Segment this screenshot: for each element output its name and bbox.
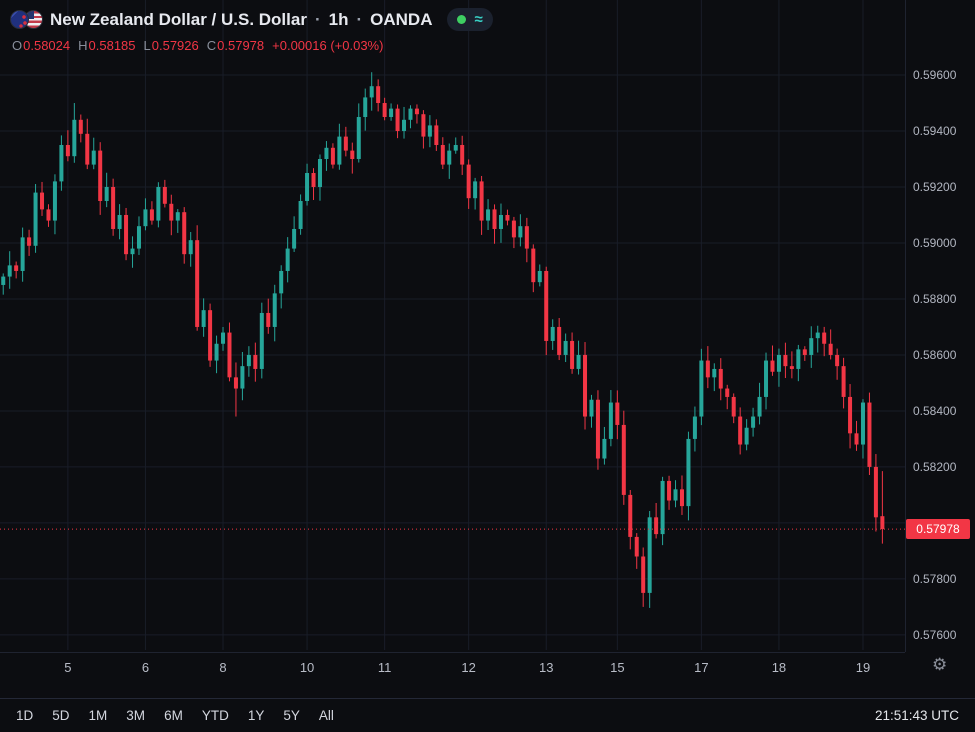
- ohlc-close-label: C: [206, 38, 217, 53]
- market-open-indicator-icon: [457, 15, 467, 24]
- chart-legend: New Zealand Dollar / U.S. Dollar · 1h · …: [10, 8, 493, 53]
- time-axis-label: 6: [141, 660, 150, 675]
- range-button-6m[interactable]: 6M: [164, 708, 183, 723]
- current-price-badge: 0.57978: [906, 519, 970, 540]
- price-axis-label: 0.57800: [913, 571, 957, 586]
- time-axis-label: 19: [855, 660, 871, 675]
- range-button-5d[interactable]: 5D: [52, 708, 70, 723]
- title-separator: ·: [356, 9, 363, 29]
- price-axis-label: 0.59400: [913, 124, 957, 138]
- ohlc-open-label: O: [12, 38, 23, 53]
- ohlc-close-value: 0.57978: [217, 38, 265, 53]
- ohlc-low-value: 0.57926: [151, 38, 199, 53]
- interval-label[interactable]: 1h: [328, 9, 349, 29]
- price-axis[interactable]: 0.59600 0.59400 0.59200 0.59000 0.58800 0.586…: [905, 0, 975, 652]
- range-button-1m[interactable]: 1M: [88, 708, 108, 723]
- price-axis-label: 0.59600: [913, 68, 957, 83]
- ohlc-change-value: +0.00016 (+0.03%): [272, 38, 384, 53]
- settings-gear-icon[interactable]: ⚙: [932, 655, 948, 674]
- ohlc-row: O 0.58024 H 0.58185 L 0.57926 C 0.57978 …: [12, 38, 493, 53]
- price-axis-label: 0.59000: [913, 235, 957, 250]
- time-axis-label: 17: [694, 660, 709, 675]
- symbol-name[interactable]: New Zealand Dollar / U.S. Dollar: [50, 9, 307, 29]
- time-axis-label: 11: [377, 660, 392, 675]
- price-axis-label: 0.58600: [913, 347, 957, 362]
- price-axis-label: 0.57600: [913, 627, 957, 642]
- ohlc-high-label: H: [78, 38, 88, 53]
- symbol-flags: [10, 10, 43, 29]
- range-button-1y[interactable]: 1Y: [247, 708, 265, 723]
- ohlc-open-value: 0.58024: [23, 38, 71, 53]
- chart-area[interactable]: New Zealand Dollar / U.S. Dollar · 1h · …: [0, 0, 905, 652]
- ohlc-high-value: 0.58185: [88, 38, 136, 53]
- date-range-switcher: 1D 5D 1M 3M 6M YTD 1Y 5Y All: [16, 708, 334, 723]
- time-axis-label: 8: [219, 660, 227, 675]
- candlestick-chart[interactable]: [0, 0, 905, 652]
- range-button-5y[interactable]: 5Y: [283, 708, 300, 723]
- bottom-toolbar: 1D 5D 1M 3M 6M YTD 1Y 5Y All 21:51:43 UTC: [0, 698, 975, 732]
- range-button-all[interactable]: All: [318, 708, 334, 723]
- price-axis-label: 0.58400: [913, 403, 957, 418]
- range-button-1d[interactable]: 1D: [16, 708, 34, 723]
- time-axis[interactable]: 5 6 8 10 11 12 13 15 17 18 19: [0, 652, 905, 698]
- range-button-ytd[interactable]: YTD: [201, 708, 229, 723]
- symbol-title-row[interactable]: New Zealand Dollar / U.S. Dollar · 1h · …: [10, 8, 493, 31]
- time-axis-label: 12: [461, 660, 476, 675]
- ohlc-low-label: L: [143, 38, 151, 53]
- time-axis-label: 5: [64, 660, 72, 675]
- time-axis-label: 18: [771, 660, 787, 675]
- price-axis-label: 0.58200: [913, 459, 957, 474]
- range-button-3m[interactable]: 3M: [126, 708, 146, 723]
- clock-utc[interactable]: 21:51:43 UTC: [874, 708, 959, 723]
- price-axis-label: 0.58800: [913, 291, 957, 306]
- title-separator: ·: [314, 9, 321, 29]
- time-axis-label: 13: [538, 660, 554, 675]
- time-axis-label: 15: [610, 660, 625, 675]
- nz-flag-icon: [10, 10, 29, 29]
- market-status-pill[interactable]: ≈: [447, 8, 493, 31]
- exchange-label[interactable]: OANDA: [370, 9, 433, 29]
- approx-icon: ≈: [474, 11, 483, 28]
- time-axis-label: 10: [299, 660, 315, 675]
- price-axis-label: 0.59200: [913, 179, 957, 194]
